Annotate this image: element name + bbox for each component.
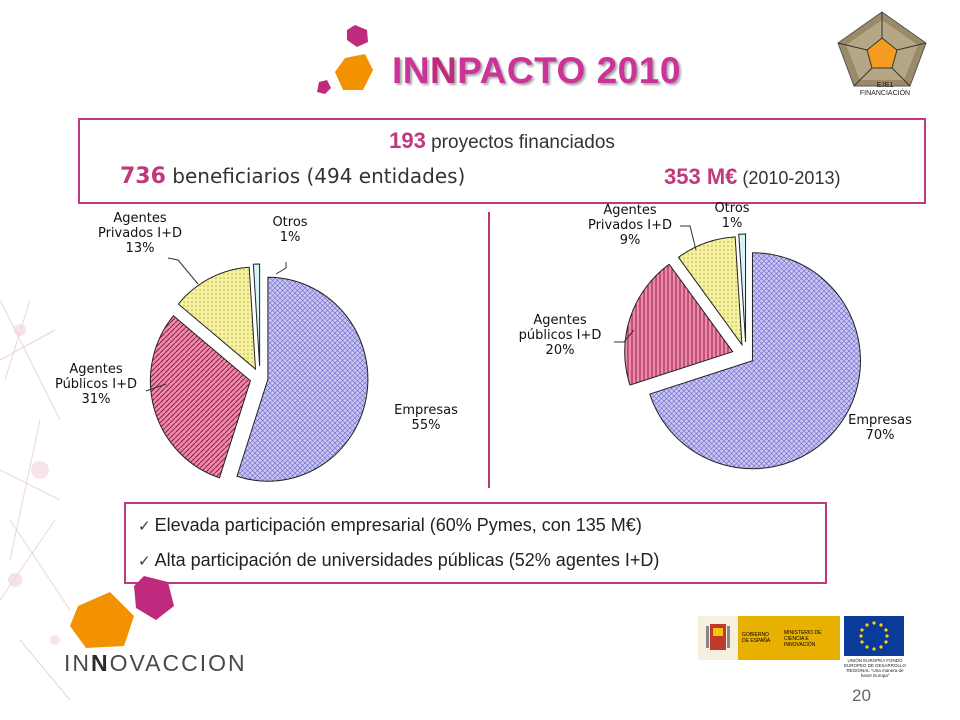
leader-line (275, 262, 287, 275)
check-icon: ✓ (138, 553, 151, 570)
slice-label: Agentes Públicos I+D 31% (55, 362, 137, 407)
pie-slice (677, 236, 743, 347)
government-text: GOBIERNO DE ESPAÑA (742, 632, 771, 644)
spain-shield-icon (698, 616, 738, 660)
leader-line (145, 383, 167, 392)
innovaccion-logo-text: INNOVACCION (64, 650, 247, 676)
innovaccion-logo-shapes (70, 576, 174, 648)
eu-flag-icon (844, 616, 904, 656)
page-number: 20 (852, 686, 871, 705)
eu-fund-text: UNIÓN EUROPEA FONDO EUROPEO DE DESARROLL… (843, 658, 906, 678)
innpacto-logo-shapes (317, 25, 373, 94)
pie-chart-participants: Empresas 55% Agentes Públicos I+D 31% Agentes… (55, 211, 458, 482)
pie-chart-budget: Empresas 70% Agentes públicos I+D 20% Agentes… (519, 201, 912, 470)
pie-slice (177, 266, 257, 371)
pie-slice (252, 263, 261, 367)
slice-label: Agentes Privados I+D 13% (98, 211, 182, 256)
slide-title: INNPACTO 2010 (392, 50, 681, 91)
slice-label: Otros 1% (714, 201, 749, 231)
leader-line (167, 257, 199, 285)
ministry-text: MINISTERIO DE CIENCIA E INNOVACIÓN (784, 630, 822, 648)
projects-line: 193 proyectos financiados (389, 128, 615, 153)
leader-line (614, 329, 635, 343)
slice-label: Agentes públicos I+D 20% (519, 313, 602, 358)
slice-label: Empresas 55% (394, 403, 458, 433)
pie-slice (149, 315, 251, 479)
leader-line (680, 225, 697, 251)
pie-slice (738, 233, 747, 343)
highlight-item: ✓ Alta participación de universidades púb… (138, 550, 660, 570)
budget-line: 353 M€ (2010-2013) (664, 164, 841, 189)
highlights-box: ✓ Elevada participación empresarial (60% … (124, 502, 827, 584)
summary-box: 193 proyectos financiados 736 beneficiar… (78, 118, 926, 204)
chart-divider (488, 212, 490, 488)
pie-slice (649, 252, 861, 470)
check-icon: ✓ (138, 518, 151, 535)
pie-slice (624, 263, 734, 386)
badge-label: EJE1 FINANCIACIÓN (859, 82, 911, 97)
government-eu-logos: GOBIERNO DE ESPAÑA MINISTERIO DE CIENCIA… (698, 616, 908, 678)
pie-slice (236, 276, 369, 482)
eje-badge-icon (837, 11, 927, 87)
slice-label: Otros 1% (272, 215, 307, 245)
highlight-item: ✓ Elevada participación empresarial (60% … (138, 515, 642, 535)
slice-label: Agentes Privados I+D 9% (588, 203, 672, 248)
beneficiaries-line: 736 beneficiarios (494 entidades) (120, 164, 466, 189)
slice-label: Empresas 70% (848, 413, 912, 443)
